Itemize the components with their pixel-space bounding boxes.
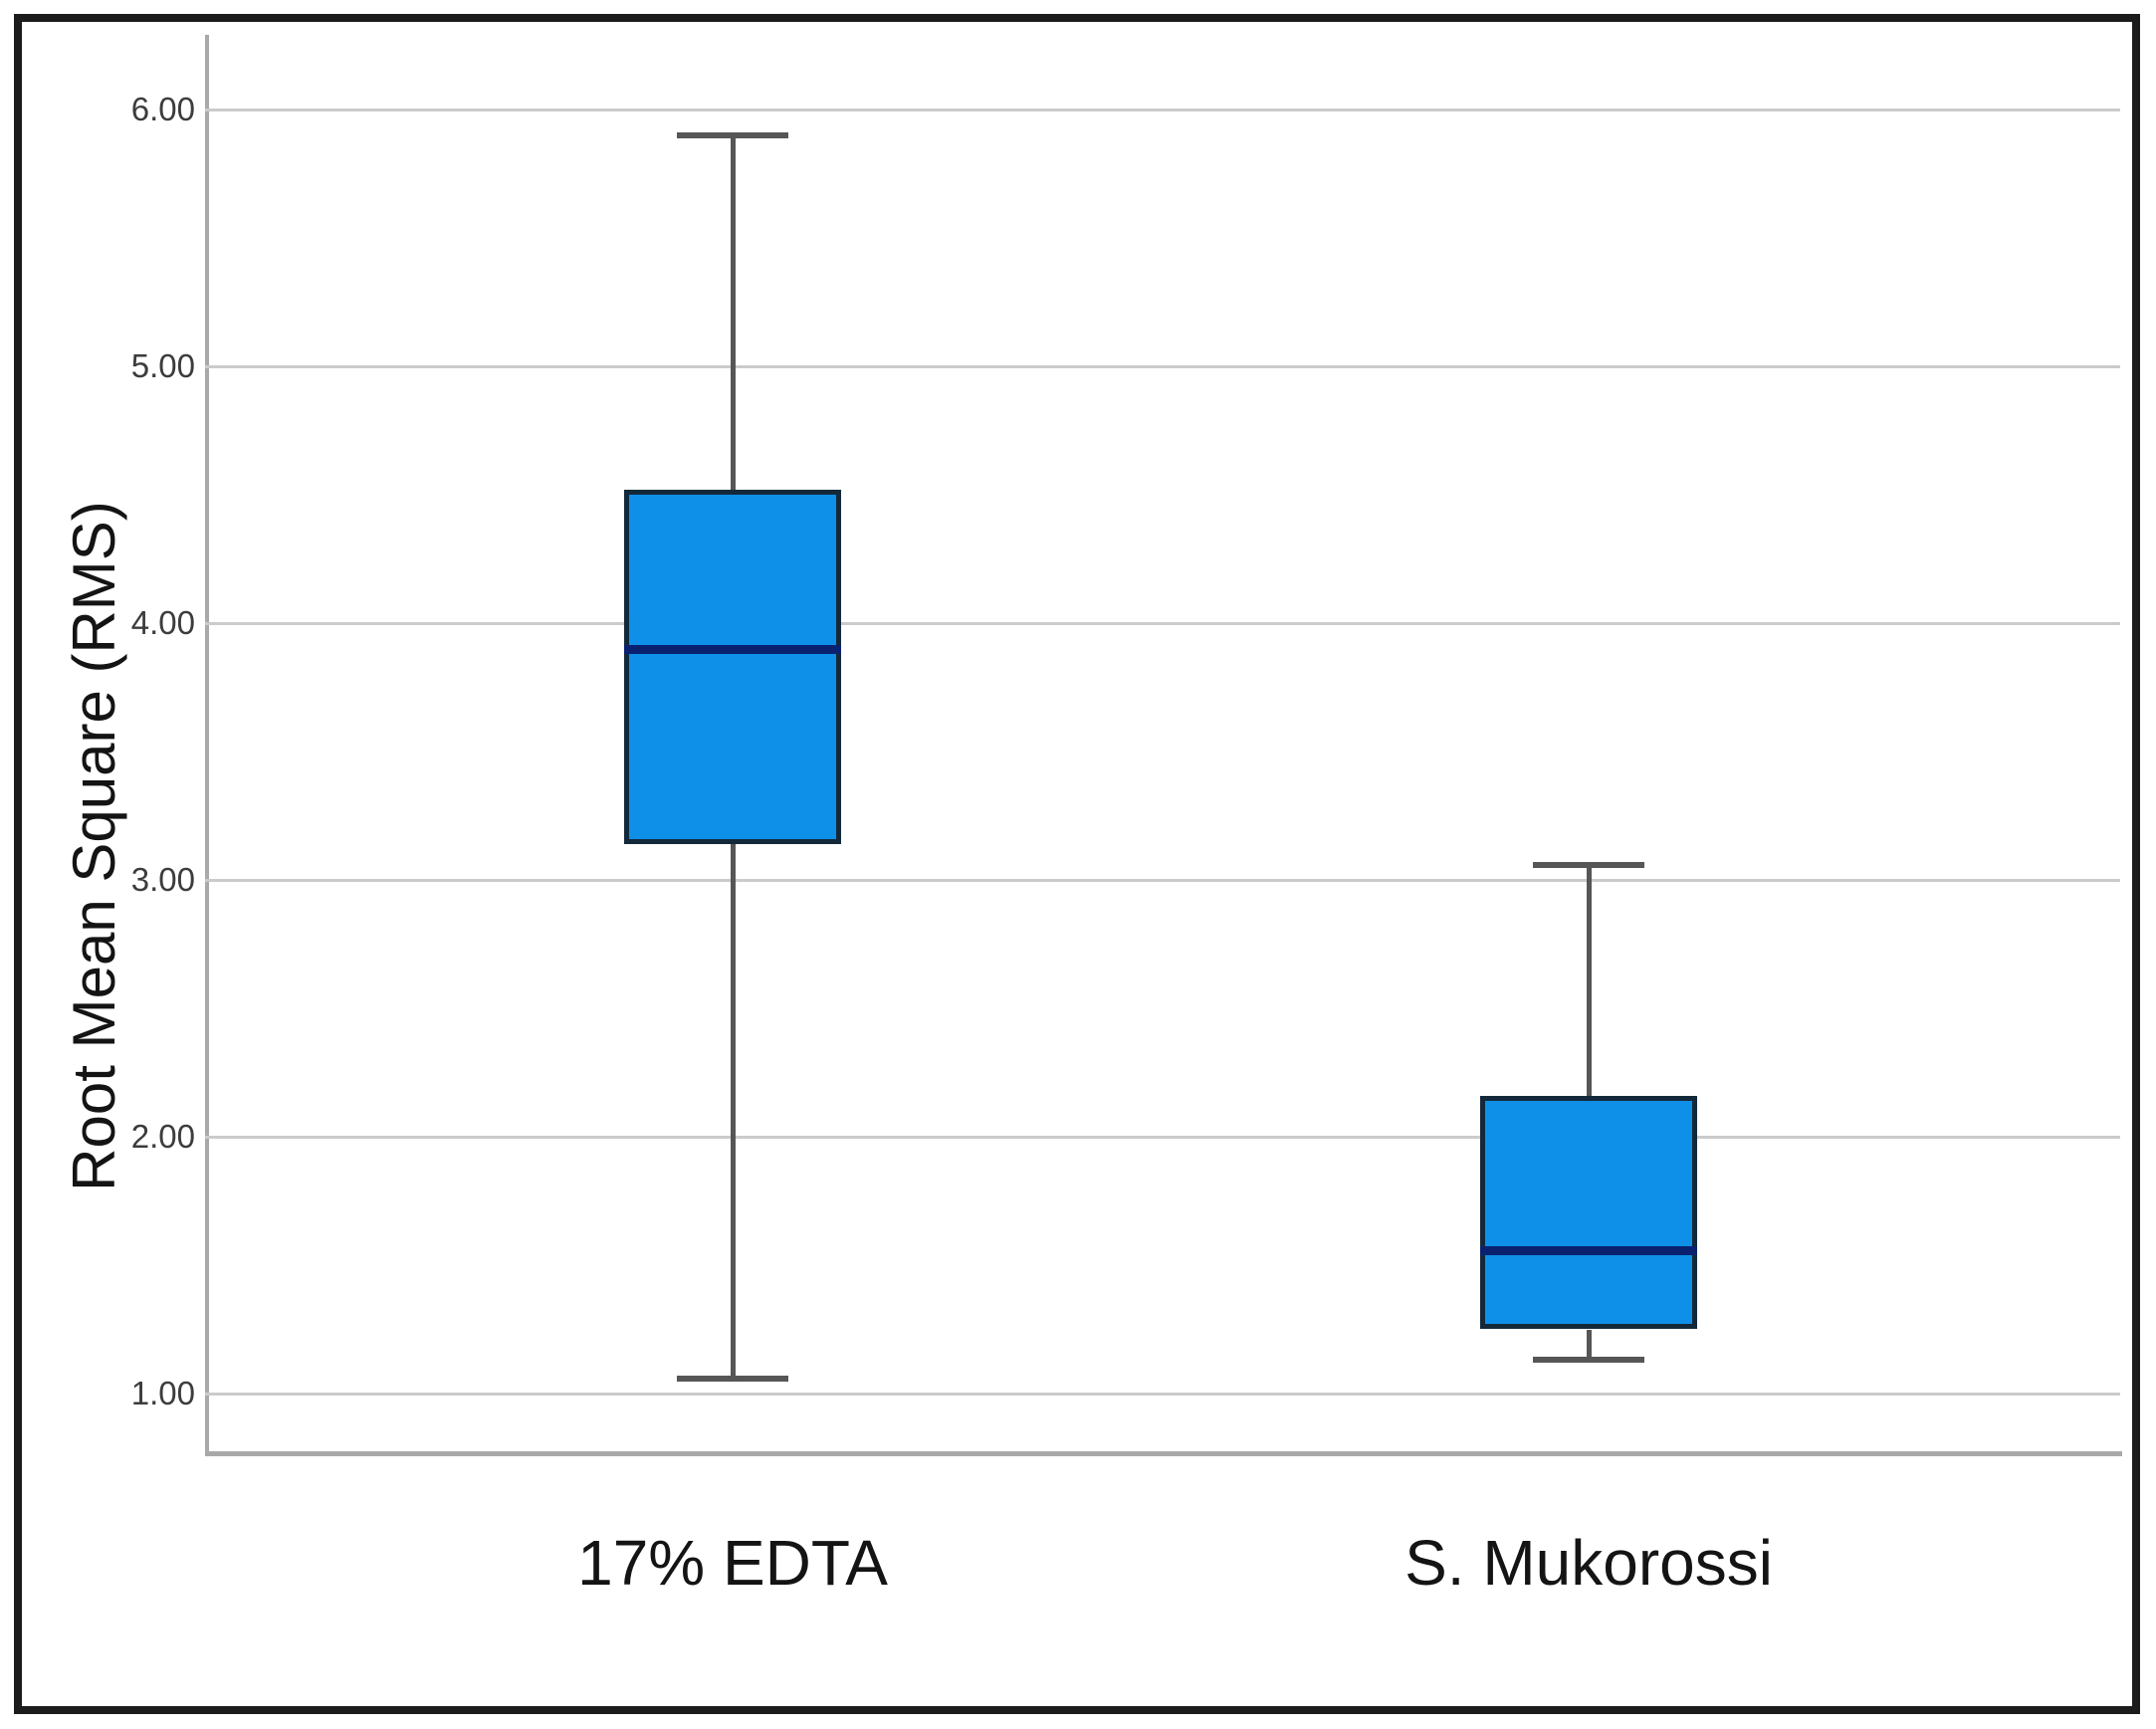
gridline — [205, 365, 2120, 368]
y-tick-label: 2.00 — [130, 1118, 195, 1155]
y-tick-label: 1.00 — [130, 1375, 195, 1411]
whisker-upper — [1587, 864, 1592, 1096]
y-axis-title: Root Mean Square (RMS) — [61, 501, 127, 1191]
category-label: S. Mukorossi — [1404, 1527, 1773, 1599]
x-axis-line — [205, 1451, 2122, 1456]
median-line — [624, 644, 841, 654]
y-tick-label: 6.00 — [130, 91, 195, 127]
gridline — [205, 622, 2120, 625]
median-line — [1480, 1245, 1697, 1255]
y-tick-label: 5.00 — [130, 347, 195, 384]
figure-border — [14, 14, 2140, 1714]
whisker-lower — [1587, 1329, 1592, 1361]
gridline — [205, 1136, 2120, 1139]
gridline — [205, 108, 2120, 111]
whisker-upper — [731, 134, 736, 490]
whisker-cap-lower — [1533, 1357, 1644, 1364]
box — [624, 489, 841, 844]
y-axis-line — [205, 35, 209, 1455]
box — [1480, 1095, 1697, 1330]
whisker-lower — [731, 843, 736, 1379]
whisker-cap-lower — [677, 1375, 788, 1382]
whisker-cap-upper — [677, 131, 788, 138]
whisker-cap-upper — [1533, 861, 1644, 868]
y-tick-label: 4.00 — [130, 604, 195, 641]
y-tick-label: 3.00 — [130, 861, 195, 898]
gridline — [205, 879, 2120, 882]
gridline — [205, 1393, 2120, 1396]
category-label: 17% EDTA — [577, 1527, 888, 1599]
